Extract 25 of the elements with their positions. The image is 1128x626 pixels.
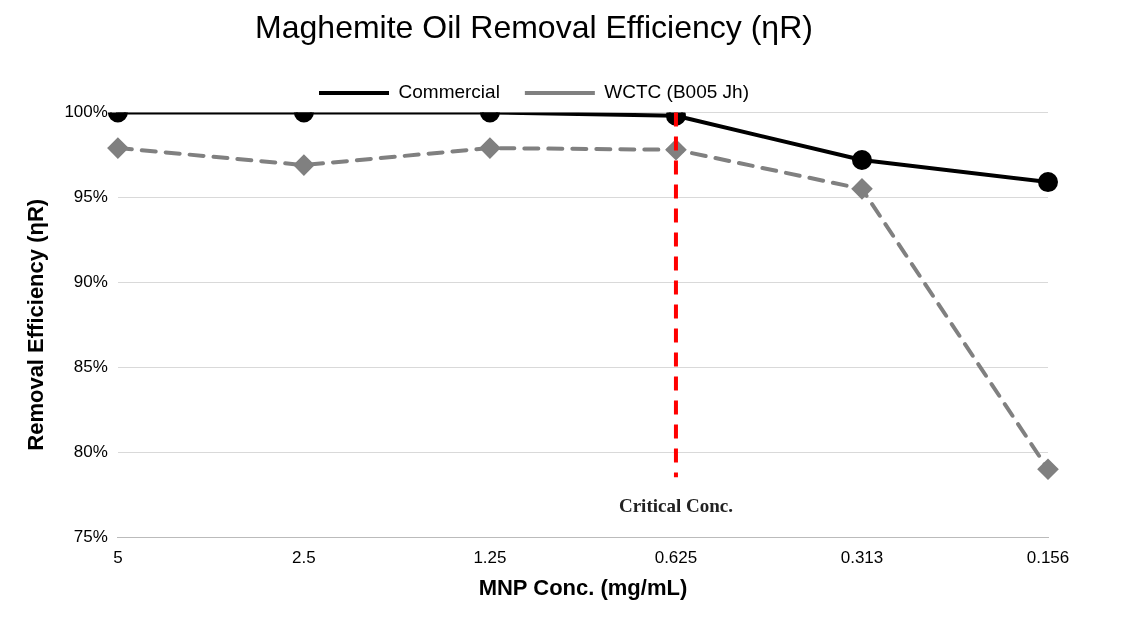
x-tick-label: 5 <box>113 548 123 568</box>
point <box>293 155 314 176</box>
point <box>851 178 872 199</box>
x-axis-title: MNP Conc. (mg/mL) <box>478 574 688 600</box>
point <box>1038 172 1058 193</box>
x-tick-label: 1.25 <box>473 548 507 568</box>
point <box>107 138 128 159</box>
y-tick-label: 90% <box>73 272 108 292</box>
point <box>1038 459 1058 480</box>
point <box>851 149 872 170</box>
legend-label: WCTC (B005 Jh) <box>604 81 749 103</box>
ref-line-label: Critical Conc. <box>618 495 733 517</box>
y-tick-label: 80% <box>73 441 108 461</box>
x-tick-label: 0.156 <box>1026 548 1070 568</box>
y-tick-label: 85% <box>73 356 108 376</box>
legend-label: Commercial <box>398 81 500 103</box>
x-tick-label: 2.5 <box>292 548 316 568</box>
x-tick-label: 0.313 <box>840 548 884 568</box>
chart-title: Maghemite Oil Removal Efficiency (ηR) <box>255 9 813 46</box>
y-tick-label: 100% <box>64 102 108 122</box>
y-axis-title: Removal Efficiency (ηR) <box>23 198 49 451</box>
y-tick-label: 75% <box>73 526 108 546</box>
x-tick-label: 0.625 <box>654 548 698 568</box>
y-tick-label: 95% <box>73 187 108 207</box>
point <box>479 138 500 159</box>
